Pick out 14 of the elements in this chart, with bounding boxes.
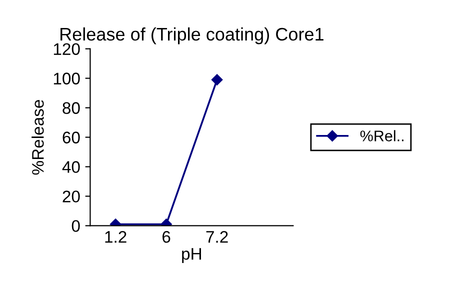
y-tick-label: 20: [62, 190, 80, 202]
x-tick-label: 1.2: [105, 231, 126, 243]
y-tick-label: 100: [54, 72, 80, 84]
y-tick-label: 60: [62, 132, 80, 144]
x-axis-title: pH: [182, 248, 201, 264]
y-tick-label: 120: [54, 43, 80, 56]
y-tick-label: 0: [72, 220, 80, 232]
y-tick-label: 40: [62, 161, 80, 173]
legend-label: %Rel..: [360, 130, 404, 142]
x-tick-label: 6: [162, 231, 170, 243]
y-tick-label: 80: [62, 102, 80, 114]
chart-title: Release of (Triple coating) Core1: [60, 27, 324, 44]
y-axis-title: %Release: [32, 100, 44, 175]
x-tick-label: 7.2: [206, 231, 228, 243]
